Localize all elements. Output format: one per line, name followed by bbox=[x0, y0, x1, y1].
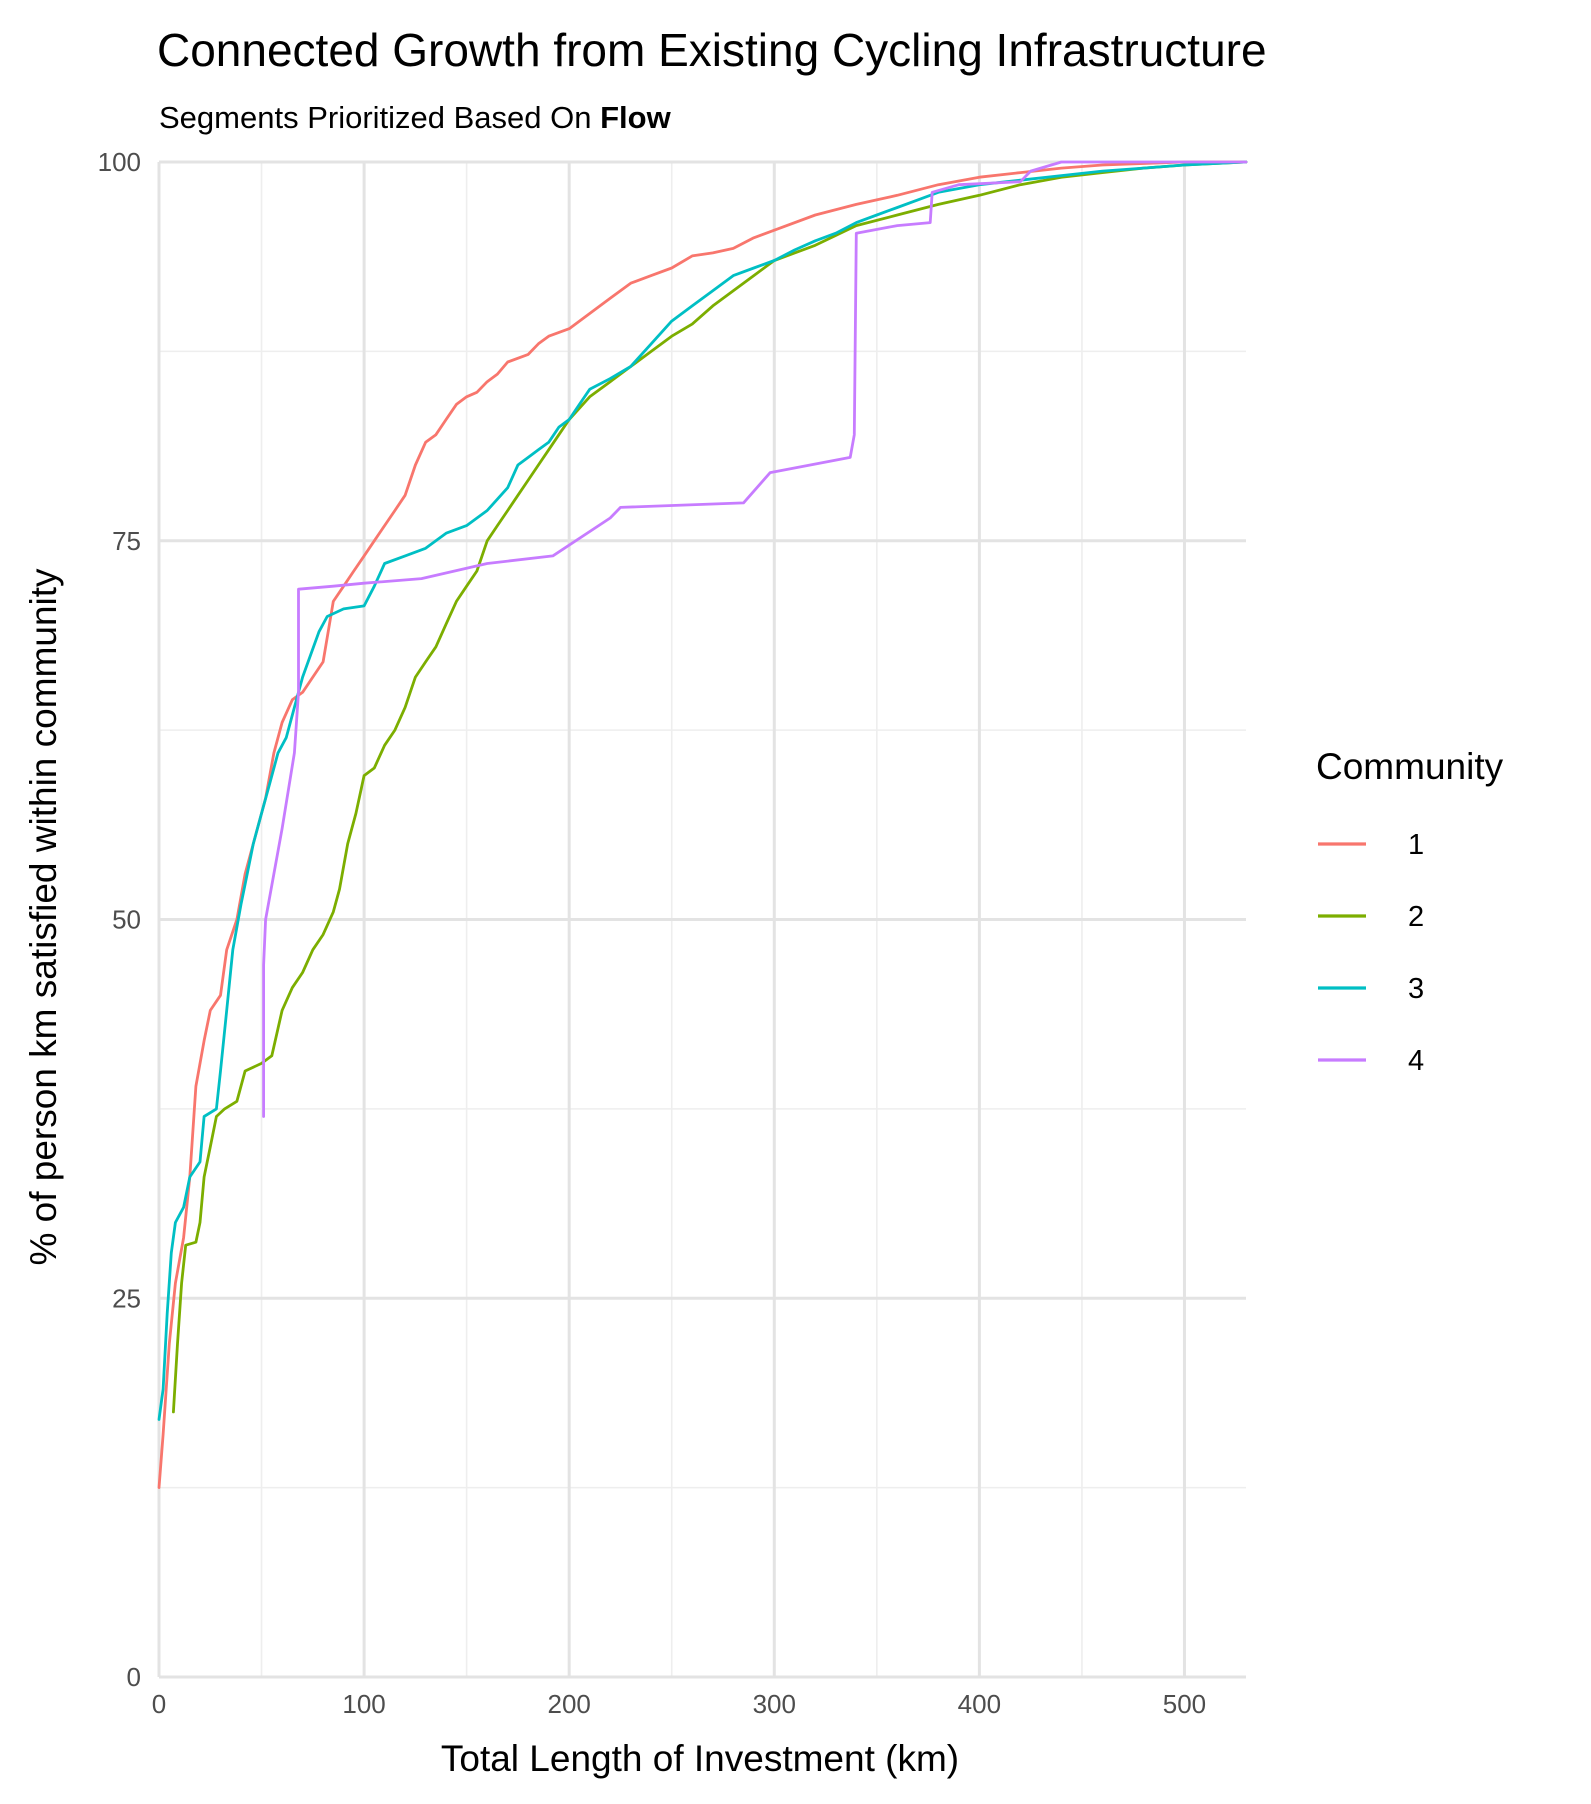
y-tick-label: 25 bbox=[112, 1283, 141, 1313]
y-tick-label: 0 bbox=[127, 1662, 141, 1692]
series-line-4 bbox=[262, 160, 1248, 1118]
y-tick-label: 75 bbox=[112, 526, 141, 556]
chart-subtitle-prefix: Segments Prioritized Based On bbox=[159, 100, 600, 135]
legend-label: 2 bbox=[1408, 901, 1424, 933]
y-tick-label: 100 bbox=[98, 147, 141, 177]
chart-title: Connected Growth from Existing Cycling I… bbox=[157, 24, 1267, 76]
legend-label: 4 bbox=[1408, 1045, 1424, 1077]
legend-label: 3 bbox=[1408, 973, 1424, 1005]
axis-ticks: 0 100 200 300 400 500 0 25 50 75 100 bbox=[98, 147, 1207, 1719]
series-line-1 bbox=[157, 160, 1248, 1489]
x-tick-label: 200 bbox=[547, 1689, 590, 1719]
series-line-2 bbox=[172, 160, 1248, 1414]
x-tick-label: 500 bbox=[1163, 1689, 1206, 1719]
legend-title: Community bbox=[1316, 746, 1504, 787]
x-tick-label: 300 bbox=[753, 1689, 796, 1719]
y-tick-label: 50 bbox=[112, 905, 141, 935]
x-tick-label: 400 bbox=[958, 1689, 1001, 1719]
legend-label: 1 bbox=[1408, 829, 1424, 861]
chart-subtitle: Segments Prioritized Based On Flow bbox=[159, 100, 672, 135]
plot-series bbox=[157, 160, 1248, 1489]
x-tick-label: 0 bbox=[152, 1689, 166, 1719]
plot-grid bbox=[157, 160, 1246, 1679]
y-axis-title: % of person km satisfied within communit… bbox=[23, 568, 64, 1266]
x-axis-title: Total Length of Investment (km) bbox=[441, 1738, 959, 1779]
legend: Community 1 2 3 4 bbox=[1316, 746, 1504, 1077]
x-tick-label: 100 bbox=[342, 1689, 385, 1719]
chart-subtitle-bold: Flow bbox=[600, 100, 671, 135]
series-line-3 bbox=[157, 160, 1248, 1421]
